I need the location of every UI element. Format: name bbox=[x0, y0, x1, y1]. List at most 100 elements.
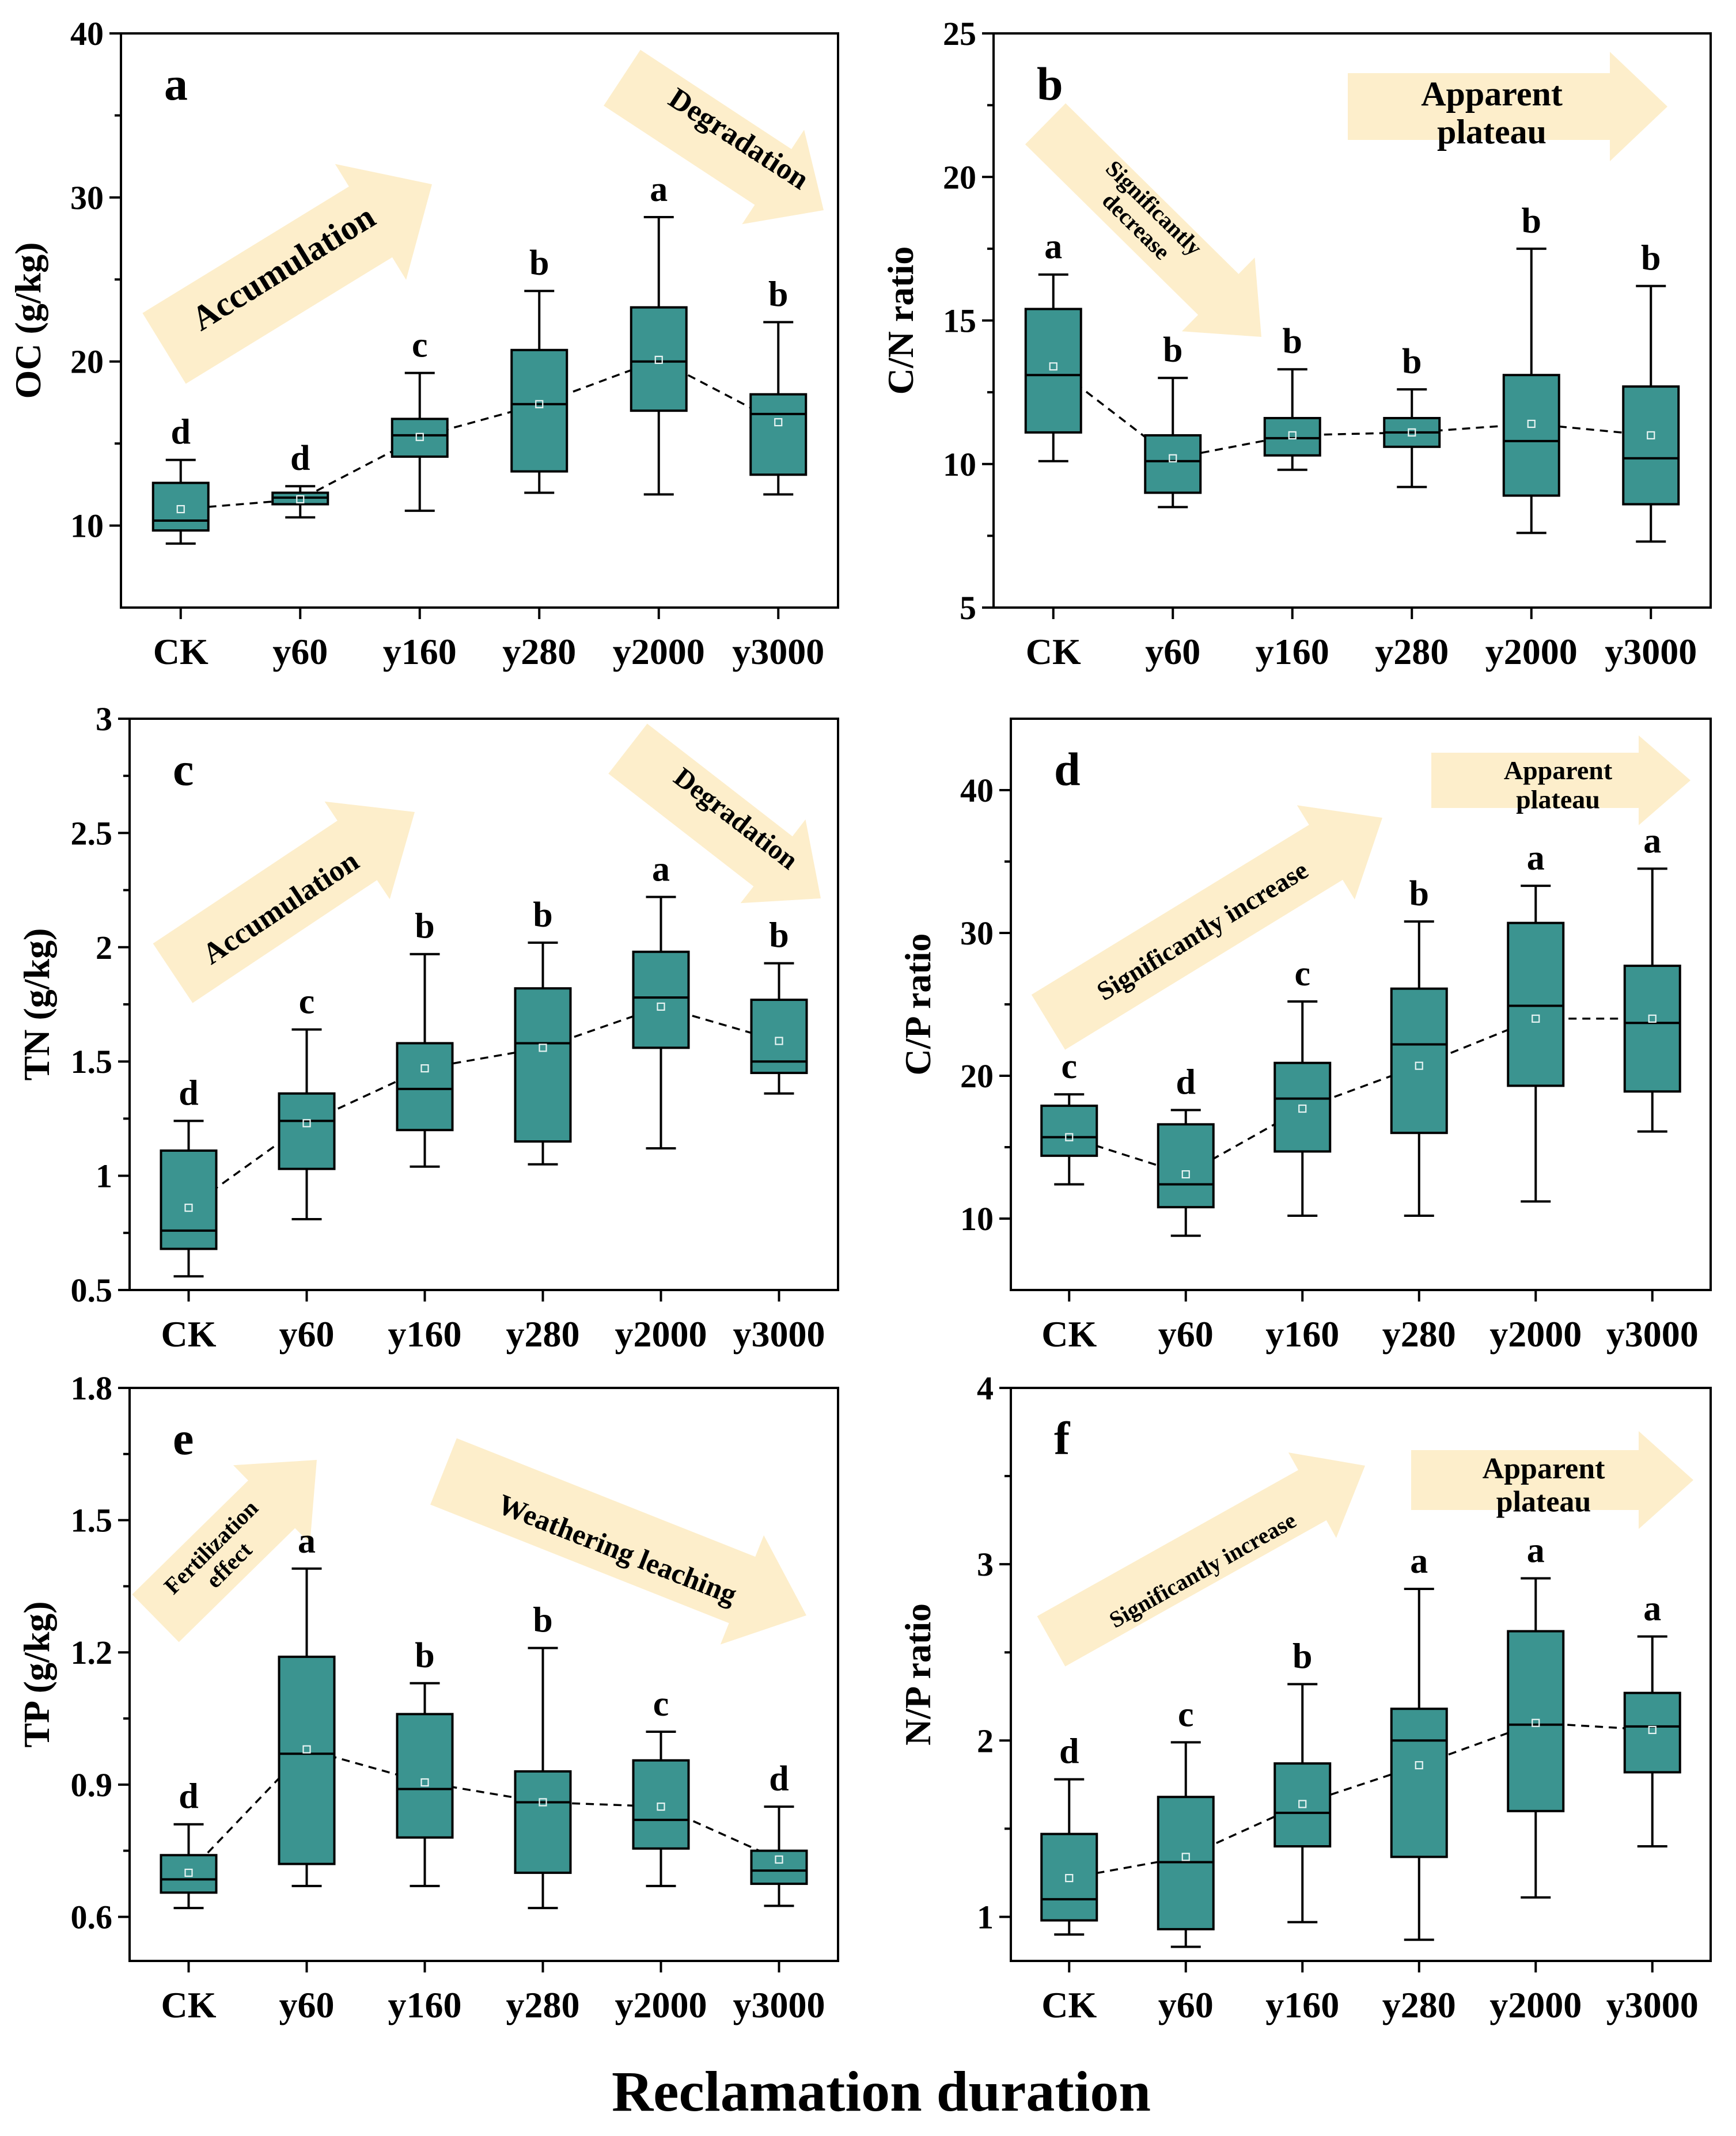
significance-letter: a bbox=[1044, 227, 1062, 267]
y-tick-label: 5 bbox=[960, 589, 976, 627]
x-tick-label: y3000 bbox=[1605, 631, 1697, 672]
iqr-box bbox=[1263, 416, 1321, 457]
mean-marker bbox=[1065, 1874, 1074, 1883]
significance-letter: b bbox=[415, 907, 434, 946]
iqr-box bbox=[1040, 1833, 1098, 1922]
box-y160: b bbox=[396, 1636, 454, 1887]
x-tick-label: y160 bbox=[388, 1985, 462, 2025]
iqr-box bbox=[160, 1854, 218, 1894]
y-tick-label: 2 bbox=[96, 929, 112, 966]
y-tick-label: 20 bbox=[943, 158, 976, 196]
x-tick-label: y2000 bbox=[1489, 1314, 1582, 1355]
iqr-box bbox=[632, 950, 690, 1049]
significance-letter: d bbox=[179, 1777, 198, 1816]
iqr-box bbox=[630, 306, 688, 412]
x-tick-label: y160 bbox=[388, 1314, 462, 1355]
x-tick-label: y3000 bbox=[1606, 1985, 1699, 2025]
x-tick-label: CK bbox=[153, 631, 209, 672]
y-tick-label: 40 bbox=[960, 772, 994, 809]
mean-marker bbox=[1408, 428, 1416, 437]
panel-letter: c bbox=[173, 743, 194, 795]
box-CK: c bbox=[1040, 1047, 1098, 1186]
mean-marker bbox=[1298, 1104, 1307, 1113]
significance-letter: b bbox=[529, 244, 549, 283]
iqr-box bbox=[396, 1713, 454, 1839]
box-y60: a bbox=[278, 1522, 336, 1887]
mean-marker bbox=[184, 1204, 193, 1212]
significance-letter: a bbox=[1410, 1542, 1428, 1581]
x-tick-label: y280 bbox=[506, 1314, 580, 1355]
iqr-box bbox=[1024, 308, 1082, 434]
annotation-arrow bbox=[1411, 1431, 1693, 1529]
y-tick-label: 4 bbox=[977, 1369, 994, 1407]
annotation-arrow bbox=[153, 801, 415, 1003]
y-tick-label: 10 bbox=[960, 1200, 994, 1238]
significance-letter: d bbox=[179, 1073, 198, 1113]
iqr-box bbox=[391, 418, 449, 458]
box-y60: c bbox=[1157, 1695, 1215, 1948]
significance-letter: a bbox=[650, 170, 668, 209]
iqr-box bbox=[1622, 385, 1680, 506]
box-CK: d bbox=[151, 413, 210, 545]
iqr-box bbox=[278, 1092, 336, 1170]
iqr-box bbox=[749, 393, 808, 476]
x-tick-label: y3000 bbox=[732, 631, 824, 672]
box-CK: a bbox=[1024, 227, 1082, 462]
box-y280: b bbox=[514, 896, 572, 1166]
iqr-box bbox=[1507, 921, 1565, 1087]
x-tick-label: y60 bbox=[272, 631, 328, 672]
iqr-box bbox=[1507, 1630, 1565, 1812]
significance-letter: c bbox=[653, 1684, 669, 1724]
significance-letter: d bbox=[171, 413, 191, 452]
mean-marker bbox=[1181, 1170, 1190, 1179]
significance-letter: d bbox=[1176, 1063, 1196, 1102]
box-y280: b bbox=[1383, 342, 1441, 488]
annotation-arrow bbox=[1037, 1452, 1365, 1667]
box-y3000: b bbox=[750, 916, 808, 1095]
box-y2000: a bbox=[1507, 839, 1565, 1203]
x-tick-label: y280 bbox=[1382, 1314, 1456, 1355]
x-tick-label: y2000 bbox=[1489, 1985, 1582, 2025]
annotation-arrow bbox=[142, 164, 432, 384]
mean-marker bbox=[1648, 1725, 1657, 1735]
y-tick-label: 30 bbox=[960, 915, 994, 952]
y-tick-label: 30 bbox=[70, 179, 104, 217]
y-axis-label: C/N ratio bbox=[880, 246, 921, 395]
significance-letter: c bbox=[1178, 1695, 1194, 1734]
annotation-arrow bbox=[430, 1438, 806, 1645]
iqr-box bbox=[396, 1042, 454, 1132]
y-axis-label: OC (g/kg) bbox=[7, 242, 48, 399]
mean-marker bbox=[296, 495, 305, 504]
mean-marker bbox=[657, 1002, 665, 1011]
y-tick-label: 1.5 bbox=[71, 1502, 113, 1539]
mean-marker bbox=[1288, 431, 1297, 440]
significance-letter: a bbox=[1643, 1589, 1661, 1629]
mean-marker bbox=[657, 1803, 665, 1811]
significance-letter: c bbox=[412, 326, 428, 365]
panel-e: Fertilizationeffect Weathering leaching0.… bbox=[16, 1369, 839, 2025]
box-y3000: a bbox=[1623, 1589, 1681, 1847]
box-y3000: a bbox=[1623, 821, 1681, 1133]
annotation-label: Apparent plateau bbox=[1421, 75, 1563, 151]
box-y280: b bbox=[510, 244, 568, 494]
y-tick-label: 10 bbox=[943, 446, 976, 483]
x-tick-label: y3000 bbox=[1606, 1314, 1699, 1355]
iqr-box bbox=[1623, 1691, 1681, 1774]
box-y3000: b bbox=[749, 275, 808, 496]
y-tick-label: 3 bbox=[96, 700, 112, 738]
mean-marker bbox=[1065, 1133, 1074, 1141]
box-y2000: b bbox=[1502, 202, 1560, 534]
significance-letter: b bbox=[1283, 322, 1302, 361]
figure-xlabel: Reclamation duration bbox=[612, 2059, 1151, 2123]
x-tick-label: y2000 bbox=[615, 1985, 707, 2025]
y-tick-label: 1.5 bbox=[71, 1043, 113, 1080]
significance-letter: d bbox=[290, 439, 310, 478]
mean-marker bbox=[1532, 1718, 1540, 1727]
annotation-arrow bbox=[1431, 735, 1690, 825]
mean-marker bbox=[302, 1119, 311, 1128]
iqr-box bbox=[160, 1149, 218, 1250]
plot-frame bbox=[128, 1387, 839, 1962]
mean-marker bbox=[1532, 1014, 1540, 1023]
